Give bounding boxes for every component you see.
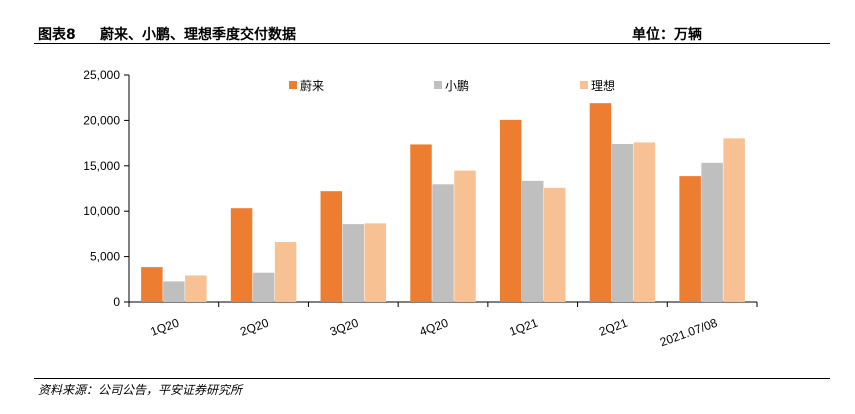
y-tick-label: 15,000 [83, 159, 120, 173]
bar-1 [320, 191, 343, 302]
y-tick-label: 0 [113, 295, 120, 309]
bar-2 [342, 224, 365, 302]
x-tick-label: 4Q20 [418, 316, 451, 339]
bar-3 [454, 170, 476, 302]
legend-swatch-2 [434, 81, 442, 89]
x-tick-label: 2Q21 [597, 316, 630, 339]
figure-header: 图表8 蔚来、小鹏、理想季度交付数据 单位：万辆 [34, 22, 830, 44]
bar-2 [163, 281, 185, 302]
bar-2 [252, 272, 275, 302]
x-tick-label: 2021.07/08 [658, 316, 720, 350]
bar-1 [499, 119, 522, 303]
legend-label-2: 小鹏 [445, 79, 469, 93]
bar-3 [543, 187, 566, 302]
x-tick-label: 3Q20 [328, 316, 361, 339]
bar-2 [611, 144, 634, 302]
figure-title: 蔚来、小鹏、理想季度交付数据 [100, 27, 296, 43]
bar-3 [185, 275, 207, 302]
bar-3 [633, 142, 656, 302]
figure-label: 图表8 [38, 27, 76, 43]
x-tick-label: 1Q20 [149, 316, 182, 339]
x-tick-label: 2Q20 [238, 316, 271, 339]
x-tick-label: 1Q21 [507, 316, 540, 339]
bar-2 [701, 162, 723, 302]
header-rule [34, 43, 830, 44]
bar-1 [230, 208, 253, 302]
bar-2 [432, 184, 454, 302]
bar-2 [521, 180, 544, 302]
y-tick-label: 20,000 [83, 113, 120, 127]
bar-1 [141, 267, 163, 302]
bar-1 [410, 144, 432, 302]
bar-1 [679, 176, 701, 302]
bar-1 [589, 103, 612, 302]
bar-3 [364, 223, 387, 302]
y-tick-label: 25,000 [83, 68, 120, 82]
bar-3 [723, 138, 745, 302]
legend-label-3: 理想 [591, 78, 615, 93]
unit-label: 单位：万辆 [632, 27, 702, 43]
legend-swatch-3 [580, 81, 588, 89]
legend-swatch-1 [289, 81, 297, 89]
source-note: 资料来源：公司公告，平安证券研究所 [38, 383, 243, 397]
footer-rule [34, 378, 830, 379]
bar-3 [274, 242, 297, 302]
y-tick-label: 10,000 [83, 204, 120, 218]
legend-label-1: 蔚来 [300, 79, 324, 93]
y-tick-label: 5,000 [90, 250, 120, 264]
